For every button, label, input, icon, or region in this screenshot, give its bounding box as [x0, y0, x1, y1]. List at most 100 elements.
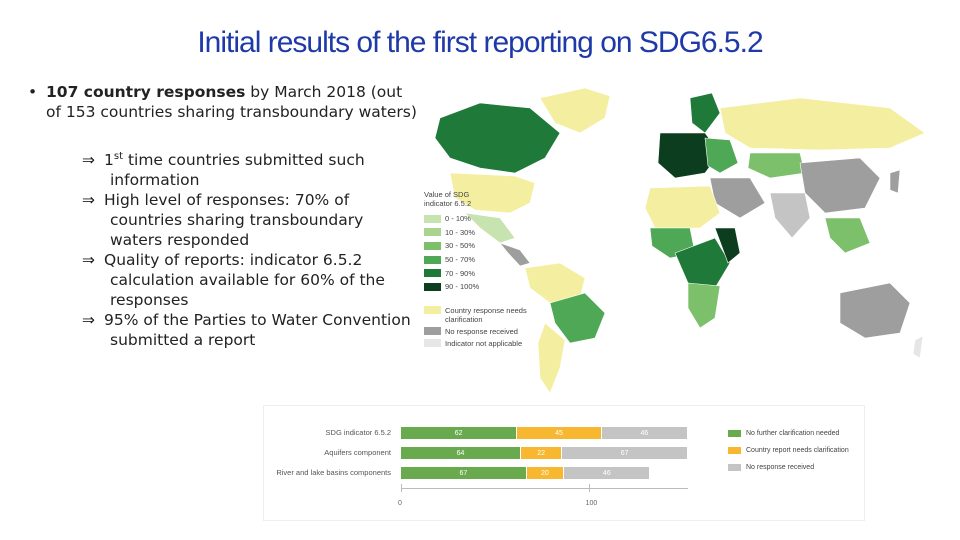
- legend-swatch: [424, 269, 441, 278]
- bar-value-label: 46: [640, 429, 649, 437]
- map-japan: [889, 169, 901, 194]
- bar-chart-panel: SDG indicator 6.5.2 62 45 46 Aquifers compon…: [264, 406, 864, 520]
- legend-label: 90 - 100%: [445, 282, 480, 292]
- implies-arrow-icon: ⇒: [82, 251, 95, 269]
- map-southeast-asia: [824, 217, 871, 254]
- sub-bullet-text: High level of responses: 70% of countrie…: [104, 191, 364, 249]
- bar-legend-item: Country report needs clarification: [728, 447, 849, 454]
- map-central-africa: [674, 237, 731, 289]
- bar-segment: 46: [601, 427, 687, 439]
- legend-swatch: [424, 241, 441, 250]
- sub-bullet-prefix: 1: [104, 151, 114, 169]
- legend-swatch: [424, 338, 441, 347]
- bar-value-label: 20: [541, 469, 549, 477]
- bar-category-label: Aquifers component: [324, 448, 391, 457]
- legend-label: 10 - 30%: [445, 227, 476, 237]
- sub-bullet-text: 95% of the Parties to Water Convention s…: [104, 311, 411, 349]
- legend-label: Country report needs clarification: [746, 447, 849, 454]
- bar-value-label: 46: [602, 469, 611, 477]
- bar-segment: 20: [526, 467, 564, 479]
- map-north-africa: [644, 185, 721, 229]
- sub-bullet: ⇒ Quality of reports: indicator 6.5.2 cal…: [82, 250, 418, 310]
- bar-value-label: 64: [456, 449, 465, 457]
- bar-legend-item: No further clarification needed: [728, 430, 839, 437]
- map-greenland: [539, 87, 611, 134]
- map-south-america-south: [537, 322, 566, 394]
- map-legend-status-item: Indicator not applicable: [424, 338, 527, 348]
- map-mexico: [464, 212, 516, 244]
- map-legend-title: Value of SDG indicator 6.5.2: [424, 190, 472, 208]
- bar-category-label: SDG indicator 6.5.2: [325, 428, 391, 437]
- legend-label: No further clarification needed: [746, 430, 840, 437]
- x-tick-label: 0: [398, 500, 402, 507]
- legend-label: 30 - 50%: [445, 241, 476, 251]
- bullet-list: • 107 country responses by March 2018 (o…: [28, 82, 418, 350]
- legend-swatch: [728, 464, 741, 471]
- bar-value-label: 45: [555, 429, 563, 437]
- map-kazakhstan: [747, 152, 806, 179]
- legend-label: 70 - 90%: [445, 268, 476, 278]
- map-legend-status-item: No response received: [424, 326, 527, 336]
- legend-swatch: [424, 228, 441, 237]
- bar-value-label: 22: [537, 449, 546, 457]
- bar-segment: 46: [564, 467, 650, 479]
- map-russia: [719, 97, 926, 151]
- legend-swatch: [728, 430, 741, 437]
- bar-category-label: River and lake basins components: [276, 468, 391, 477]
- bar-value-label: 67: [459, 469, 468, 477]
- map-legend-item: 50 - 70%: [424, 253, 527, 267]
- x-tick-label: 100: [585, 500, 598, 507]
- legend-swatch: [424, 255, 441, 264]
- map-legend-item: 0 - 10%: [424, 212, 527, 226]
- map-brazil: [549, 292, 606, 344]
- legend-label: Country response needs clarification: [445, 305, 527, 324]
- sub-bullets: ⇒ 1st time countries submitted such infor…: [28, 150, 418, 350]
- map-legend-status-item: Country response needs clarification: [424, 305, 527, 324]
- legend-label: No response received: [746, 464, 815, 471]
- legend-label: No response received: [445, 326, 518, 336]
- legend-label: 50 - 70%: [445, 255, 476, 265]
- bullet-bold-text: 107 country responses: [46, 83, 246, 101]
- map-europe-east: [704, 137, 739, 174]
- map-legend: Value of SDG indicator 6.5.2 0 - 10% 10 -…: [424, 190, 527, 351]
- map-legend-status: Country response needs clarification No r…: [424, 305, 527, 348]
- map-legend-item: 90 - 100%: [424, 280, 527, 294]
- map-australia: [839, 282, 911, 339]
- sub-bullet-text: time countries submitted such informatio…: [110, 151, 365, 189]
- map-legend-item: 70 - 90%: [424, 266, 527, 280]
- implies-arrow-icon: ⇒: [82, 191, 95, 209]
- map-china: [799, 157, 881, 214]
- bar-segment: 67: [562, 447, 687, 459]
- map-central-america: [499, 242, 531, 267]
- implies-arrow-icon: ⇒: [82, 151, 95, 169]
- bar-segment: 22: [521, 447, 562, 459]
- legend-swatch: [424, 326, 441, 335]
- map-legend-item: 10 - 30%: [424, 226, 527, 240]
- legend-label: 0 - 10%: [445, 214, 471, 224]
- bar-value-label: 67: [620, 449, 629, 457]
- map-legend-item: 30 - 50%: [424, 239, 527, 253]
- legend-swatch: [424, 214, 441, 223]
- bar-segment: 67: [401, 467, 526, 479]
- implies-arrow-icon: ⇒: [82, 311, 95, 329]
- sub-bullet-superscript: st: [113, 150, 124, 162]
- bullet-marker: •: [28, 83, 38, 101]
- map-canada: [434, 102, 561, 174]
- bar-value-label: 62: [454, 429, 463, 437]
- bar-legend-item: No response received: [728, 464, 814, 471]
- map-india: [769, 192, 811, 239]
- sub-bullet-text: Quality of reports: indicator 6.5.2 calc…: [104, 251, 385, 309]
- x-axis-line: [401, 488, 688, 489]
- legend-label: Indicator not applicable: [445, 338, 523, 348]
- x-tick-mark: [401, 484, 402, 492]
- bar-segment: 45: [517, 427, 601, 439]
- legend-swatch: [424, 282, 441, 291]
- map-europe: [657, 132, 721, 179]
- bullet-text: by March 2018 (out of 153 countries shar…: [46, 83, 417, 121]
- map-usa: [449, 172, 536, 214]
- map-east-africa: [714, 227, 741, 264]
- slide-title: Initial results of the first reporting o…: [197, 26, 763, 59]
- map-legend-ranges: 0 - 10% 10 - 30% 30 - 50% 50 - 70% 70 - 90% 9…: [424, 212, 527, 294]
- sub-bullet: ⇒ 95% of the Parties to Water Convention …: [82, 310, 418, 350]
- map-new-zealand: [912, 335, 924, 359]
